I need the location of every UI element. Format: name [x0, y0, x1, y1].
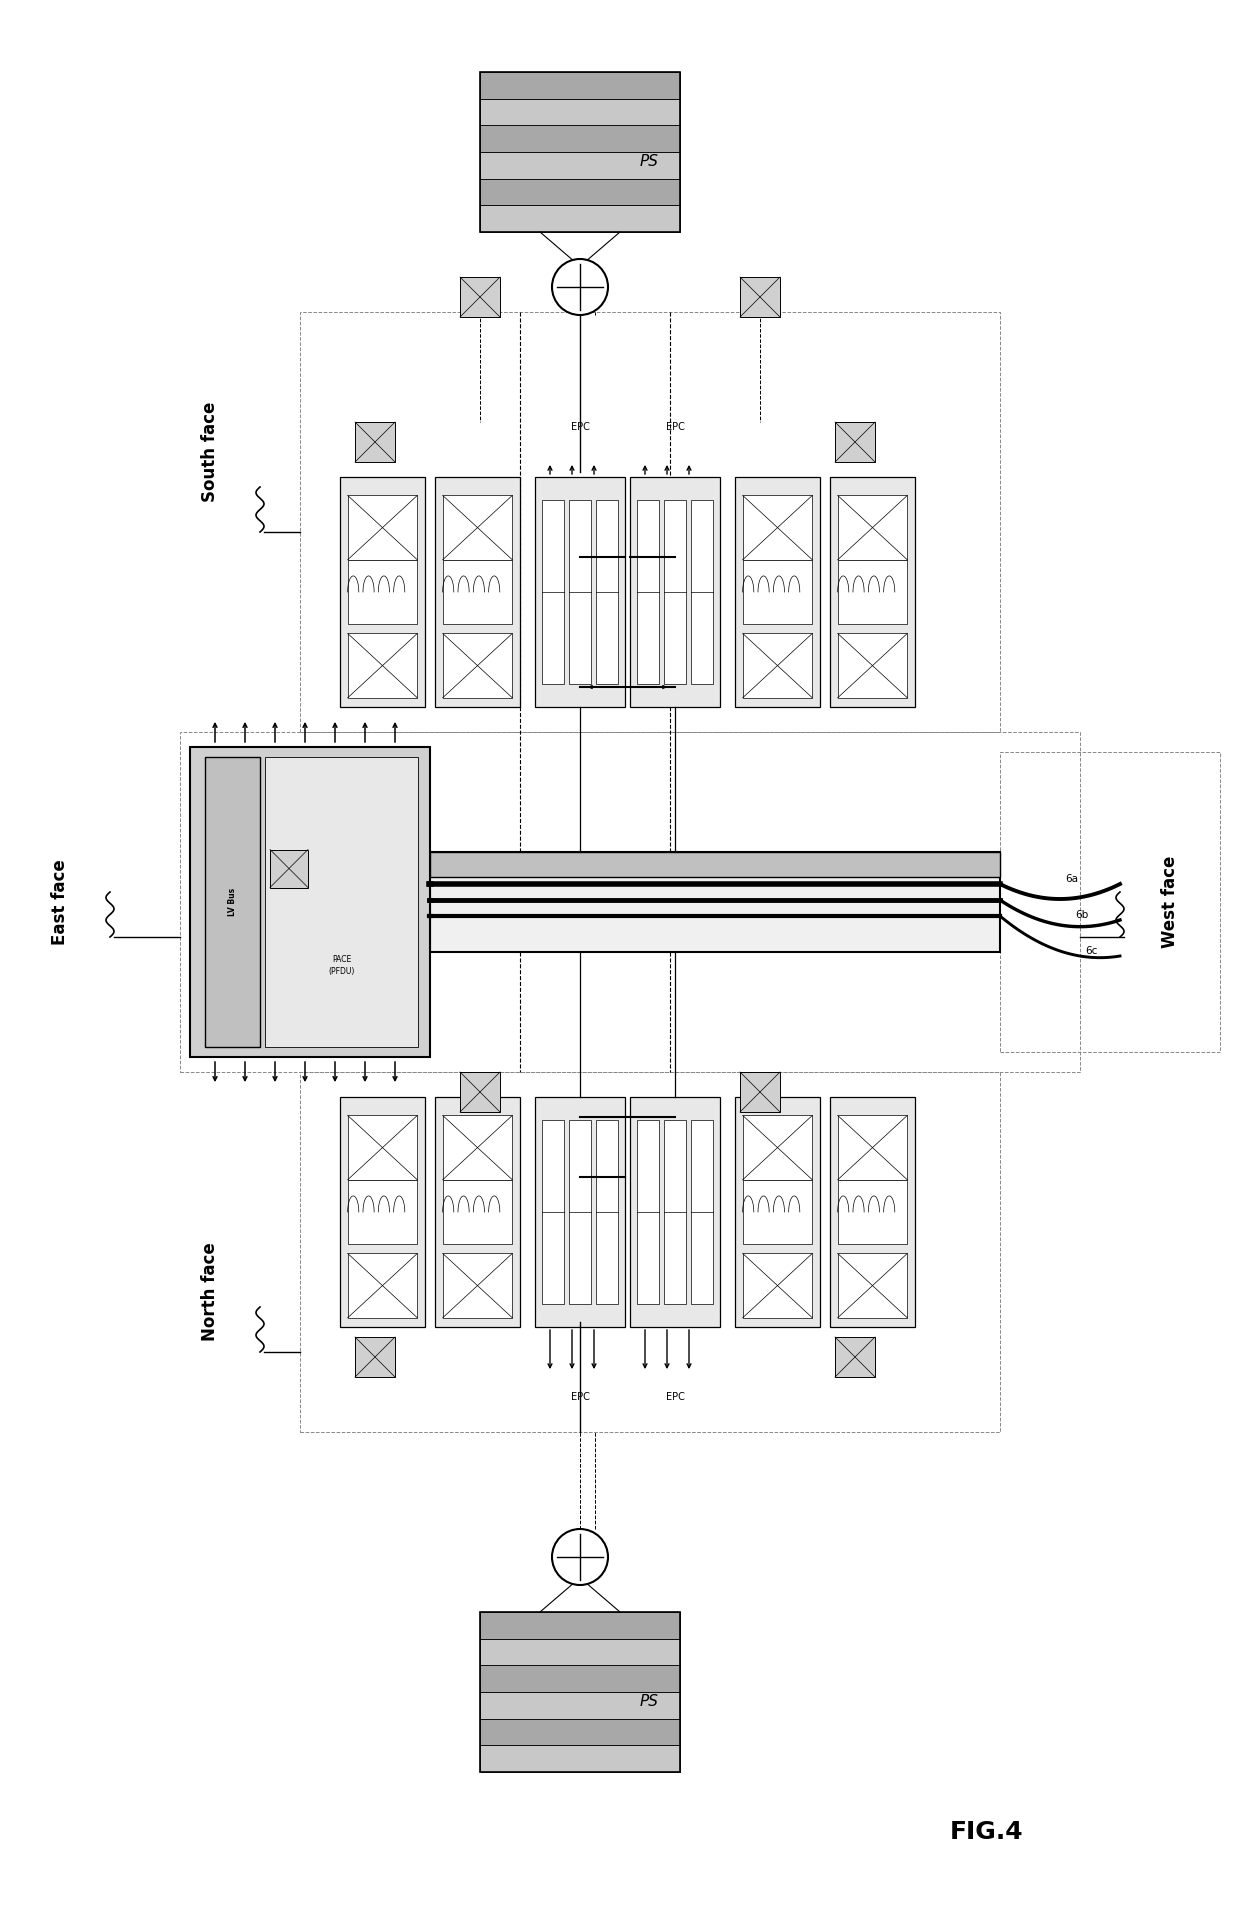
Bar — [347, 560, 418, 624]
Bar — [443, 495, 512, 560]
Bar — [740, 276, 780, 317]
Bar — [838, 1180, 908, 1244]
Bar — [630, 477, 720, 707]
Text: 6b: 6b — [1075, 910, 1089, 920]
Bar — [180, 732, 1080, 1072]
Bar — [347, 1115, 418, 1180]
Bar — [743, 634, 812, 697]
Bar — [480, 1611, 680, 1638]
Text: 6a: 6a — [1065, 873, 1078, 885]
Bar — [300, 1072, 999, 1432]
Bar — [443, 560, 512, 624]
Bar — [838, 495, 908, 560]
Bar — [435, 477, 520, 707]
Text: North face: North face — [201, 1242, 219, 1341]
Bar — [630, 1097, 720, 1327]
Bar — [596, 500, 618, 684]
Bar — [665, 1121, 686, 1304]
Bar — [691, 500, 713, 684]
Bar — [340, 477, 425, 707]
Text: 6c: 6c — [1085, 947, 1097, 956]
Bar — [735, 1097, 820, 1327]
Bar — [835, 421, 875, 462]
Bar — [569, 500, 590, 684]
Bar — [740, 1072, 780, 1113]
Bar — [838, 560, 908, 624]
Bar — [838, 1254, 908, 1318]
Bar — [480, 1638, 680, 1665]
Bar — [480, 1611, 680, 1772]
Bar — [443, 1254, 512, 1318]
Text: East face: East face — [51, 860, 69, 945]
Bar — [735, 477, 820, 707]
Bar — [596, 1121, 618, 1304]
Bar — [838, 1115, 908, 1180]
Text: EPC: EPC — [666, 421, 684, 433]
Text: LV Bus: LV Bus — [228, 889, 237, 916]
Bar — [665, 500, 686, 684]
Bar — [480, 178, 680, 205]
Bar — [830, 1097, 915, 1327]
Bar — [347, 1254, 418, 1318]
Text: EPC: EPC — [570, 1391, 589, 1403]
Bar — [534, 1097, 625, 1327]
Text: PACE
(PFDU): PACE (PFDU) — [329, 956, 355, 976]
Bar — [743, 1115, 812, 1180]
Bar — [443, 1180, 512, 1244]
Bar — [743, 1180, 812, 1244]
Text: EPC: EPC — [666, 1391, 684, 1403]
Bar — [830, 477, 915, 707]
Bar — [347, 1180, 418, 1244]
Bar — [340, 1097, 425, 1327]
Bar — [691, 1121, 713, 1304]
Text: PS: PS — [640, 1694, 658, 1710]
Bar — [270, 850, 308, 887]
Bar — [542, 500, 564, 684]
Bar — [430, 852, 999, 952]
Bar — [480, 126, 680, 153]
Bar — [835, 1337, 875, 1378]
Bar — [430, 852, 999, 877]
Bar — [480, 205, 680, 232]
Bar — [743, 560, 812, 624]
Text: FIG.4: FIG.4 — [950, 1820, 1024, 1843]
Text: South face: South face — [201, 402, 219, 502]
Bar — [480, 99, 680, 126]
Bar — [443, 1115, 512, 1180]
Bar — [435, 1097, 520, 1327]
Bar — [637, 1121, 658, 1304]
Bar — [480, 1692, 680, 1719]
Bar — [443, 634, 512, 697]
Bar — [480, 1719, 680, 1745]
Circle shape — [552, 1528, 608, 1584]
Bar — [743, 495, 812, 560]
Bar — [347, 634, 418, 697]
Bar — [480, 1665, 680, 1692]
Bar — [743, 1254, 812, 1318]
Bar — [542, 1121, 564, 1304]
Bar — [205, 757, 260, 1047]
Bar — [355, 421, 396, 462]
Bar — [300, 311, 999, 732]
Text: EPC: EPC — [570, 421, 589, 433]
Bar — [190, 748, 430, 1057]
Bar — [569, 1121, 590, 1304]
Bar — [480, 1745, 680, 1772]
Bar — [347, 495, 418, 560]
Bar — [999, 752, 1220, 1053]
Bar — [460, 276, 500, 317]
Bar — [480, 71, 680, 99]
Bar — [460, 1072, 500, 1113]
Text: West face: West face — [1161, 856, 1179, 949]
Bar — [355, 1337, 396, 1378]
Bar — [637, 500, 658, 684]
Bar — [480, 153, 680, 178]
Bar — [480, 71, 680, 232]
Circle shape — [552, 259, 608, 315]
Bar — [838, 634, 908, 697]
Bar — [534, 477, 625, 707]
Bar — [265, 757, 418, 1047]
Text: PS: PS — [640, 155, 658, 170]
